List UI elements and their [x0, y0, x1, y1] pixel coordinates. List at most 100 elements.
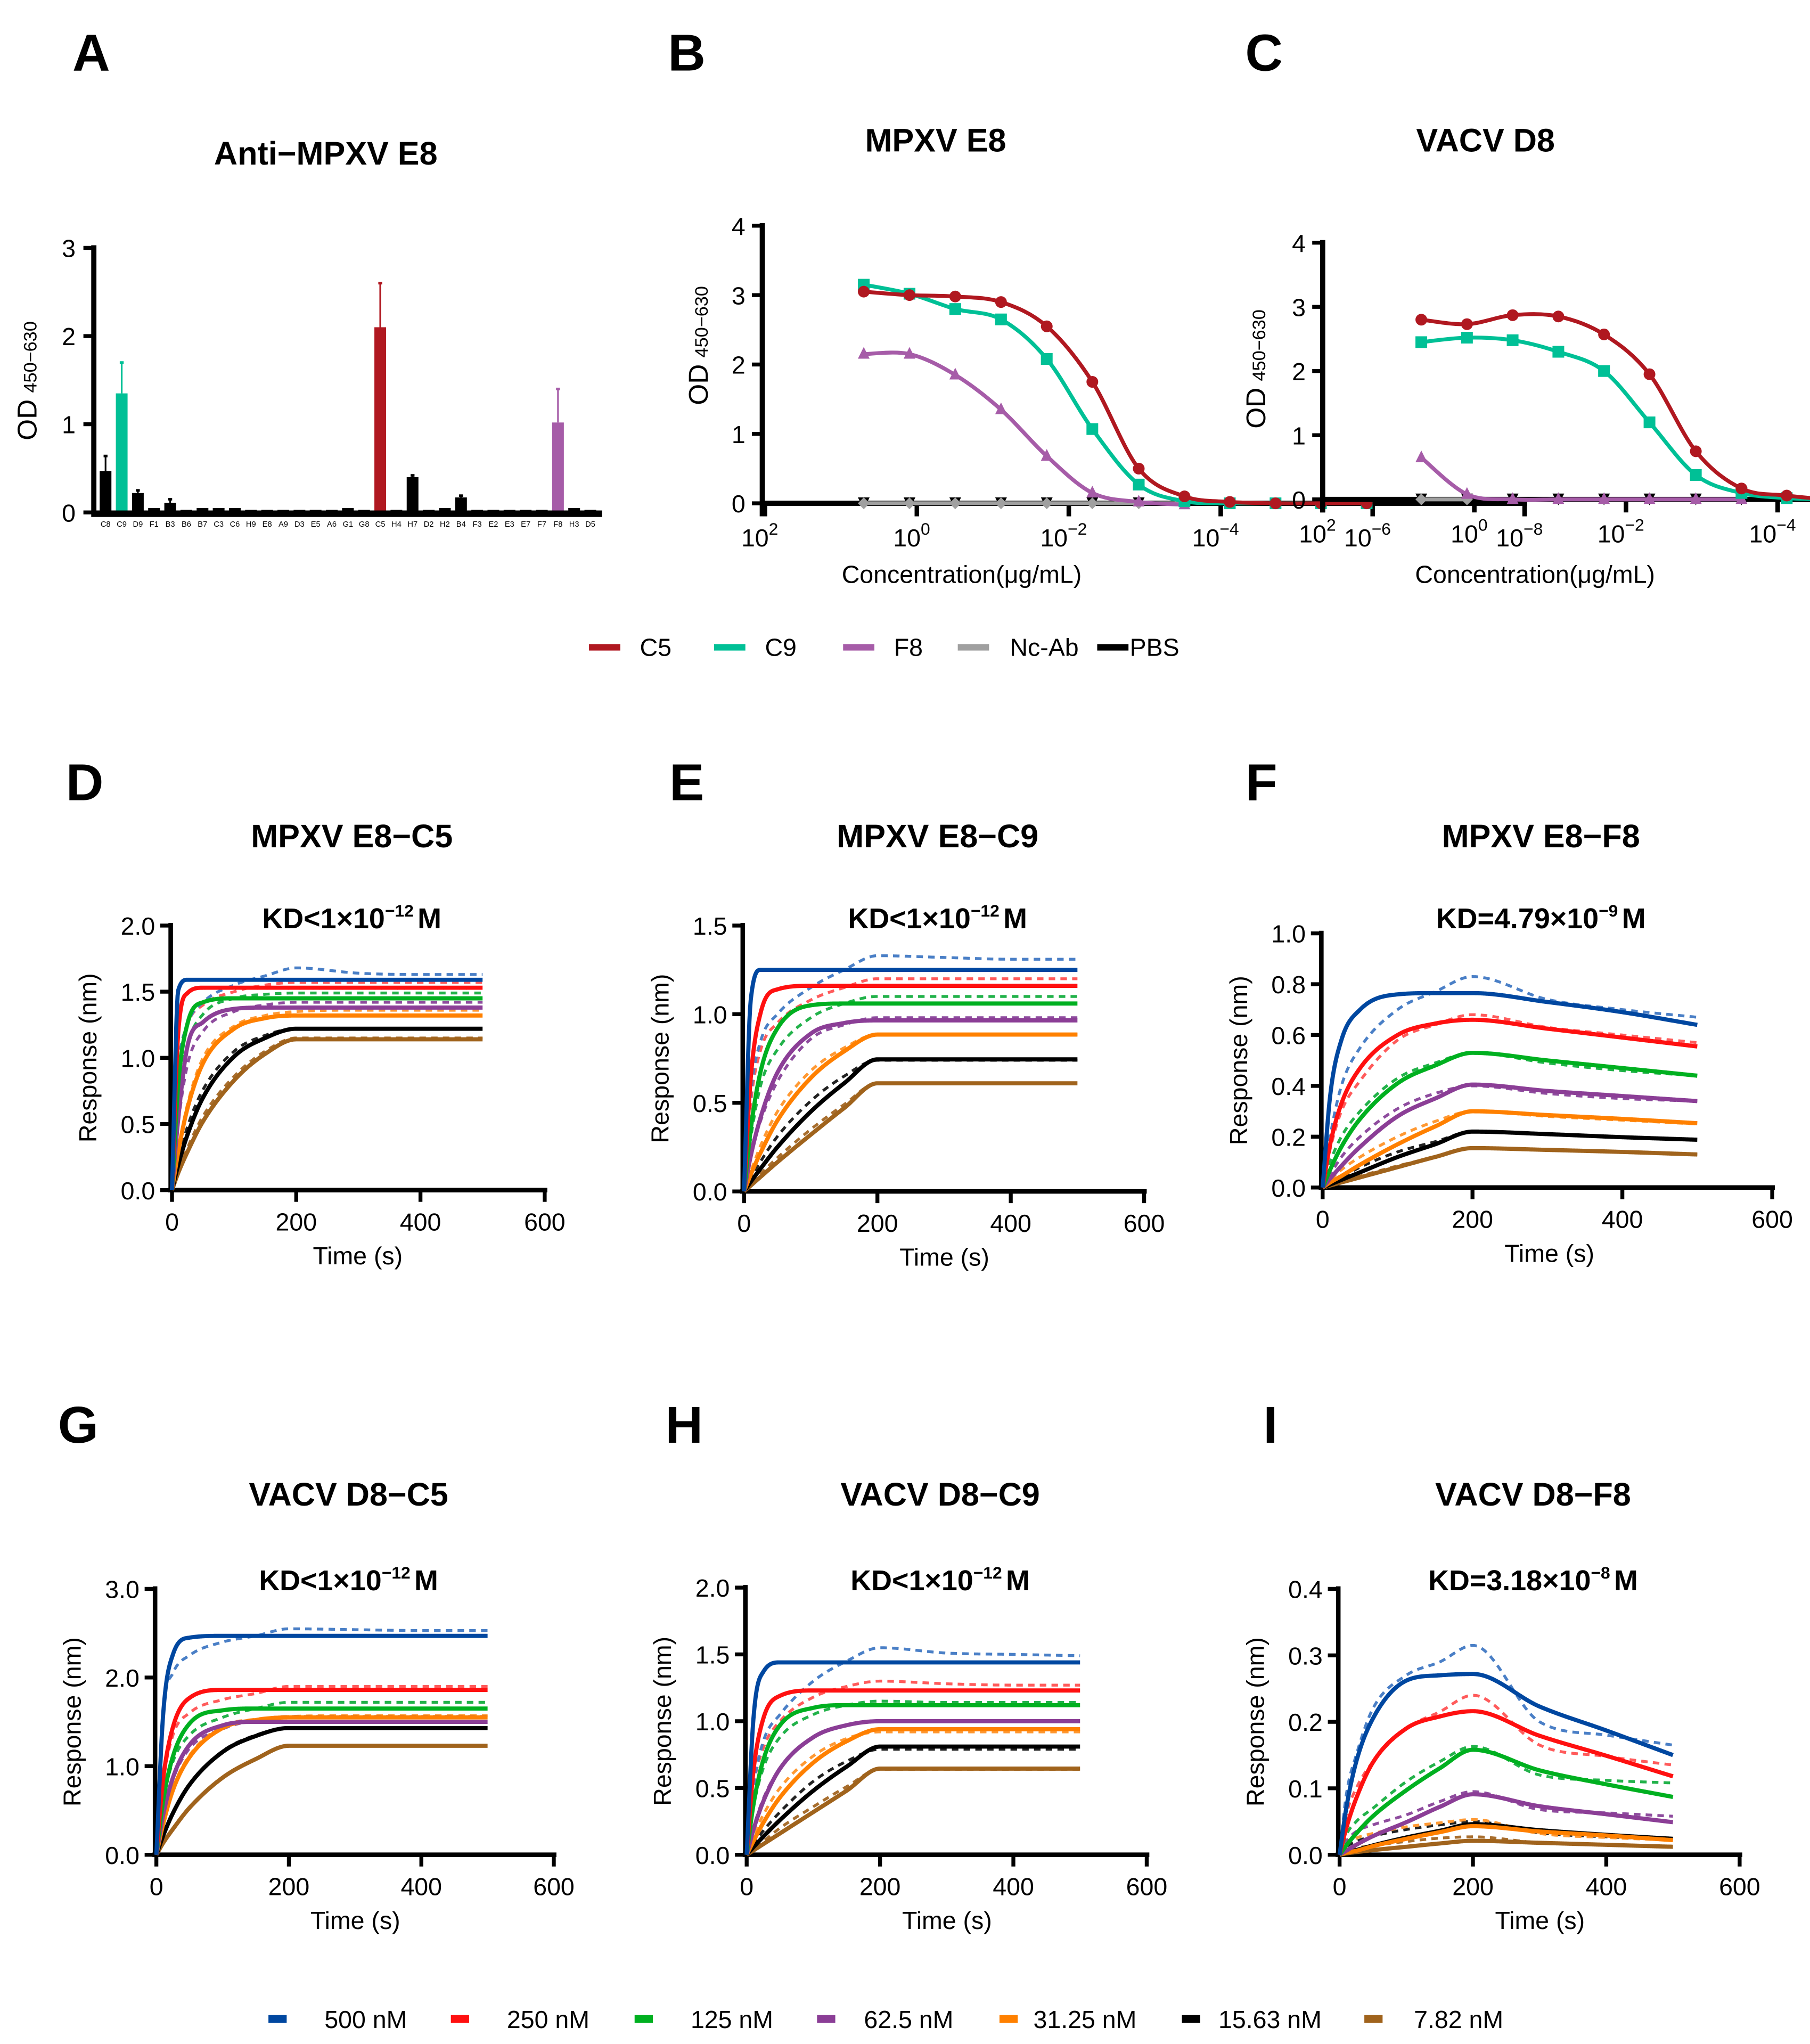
tick-base: 10 [1749, 520, 1777, 547]
legend-item: 31.25 nM [999, 2006, 1136, 2033]
data-point [1178, 490, 1191, 503]
fit-curve [154, 1720, 489, 1855]
x-tick-label: H3 [569, 520, 579, 529]
kd-prefix: KD=4.79×10 [1436, 903, 1599, 935]
series-31_25-nM [170, 1009, 483, 1191]
chart-title: MPXV E8−F8 [1442, 818, 1640, 854]
x-tick-label: 600 [1719, 1873, 1760, 1901]
kd-prefix: KD<1×10 [259, 1565, 381, 1597]
kd-unit: M [1614, 1565, 1638, 1597]
kd-annotation: KD<1×10−12 M [848, 901, 1027, 935]
series-c5 [1415, 309, 1810, 502]
measured-trace [154, 1685, 488, 1855]
x-tick-label: A9 [279, 520, 288, 529]
measured-trace [742, 954, 1078, 1192]
measured-trace [154, 1700, 488, 1855]
data-point [949, 367, 961, 380]
tick-exponent: 0 [921, 519, 930, 538]
y-tick-label: 0.0 [1288, 1842, 1323, 1869]
y-tick-label: 0.5 [695, 1775, 730, 1802]
series-125-nM [170, 991, 483, 1190]
fit-curve [1320, 1017, 1699, 1188]
fit-curve [1320, 991, 1699, 1188]
legend-label: C5 [640, 633, 671, 661]
tick-exponent: −6 [1372, 519, 1391, 538]
y-axis-label-text: OD 450−630 [1240, 309, 1271, 429]
x-tick-label: C6 [230, 520, 240, 529]
data-point [1041, 448, 1053, 461]
legend-swatch [634, 2015, 653, 2023]
y-tick-label: 1.5 [695, 1641, 730, 1669]
kd-prefix: KD<1×10 [848, 903, 970, 935]
fit-curve [154, 1744, 489, 1856]
x-tick-label: 600 [1124, 1209, 1165, 1237]
panel-h: VACV D8−C9 KD<1×10−12 M 0.0 0.5 1.0 1.5 2.0 0 200… [649, 1476, 1167, 1934]
y-tick-label: 0.4 [1288, 1576, 1323, 1604]
y-tick-label: 0.0 [695, 1842, 730, 1869]
fit-curve [1337, 1709, 1675, 1855]
x-tick-label: 0 [150, 1873, 163, 1901]
x-axis-label: Time (s) [902, 1907, 992, 1934]
fit-curve [1338, 1792, 1675, 1857]
x-tick-label: 400 [1586, 1873, 1627, 1901]
fit-curve [1338, 1824, 1675, 1857]
tick-base: 10 [1598, 520, 1625, 547]
kd-annotation: KD<1×10−12 M [259, 1563, 438, 1597]
bar [228, 508, 241, 513]
x-tick-label: F3 [473, 520, 482, 529]
tick-base: 10 [1496, 524, 1524, 552]
data-point [1552, 310, 1565, 323]
series-500-nM [154, 1627, 488, 1855]
y-axis-label: OD 450−630 [12, 321, 43, 440]
x-tick-label: F1 [150, 520, 159, 529]
tick-base: 10 [1040, 524, 1068, 552]
measured-trace [745, 1699, 1080, 1855]
data-point [1041, 353, 1053, 365]
x-tick-label: D5 [585, 520, 595, 529]
chart-title: VACV D8−C9 [840, 1476, 1039, 1512]
x-tick-label: G1 [343, 520, 354, 529]
series-250-nM [1321, 1013, 1698, 1188]
series-250-nM [745, 1679, 1080, 1855]
y-label-sub: 450−630 [692, 286, 712, 357]
panel-label: F [1246, 753, 1277, 812]
x-tick-label: 600 [524, 1208, 566, 1236]
y-axis-label-text: Response (nm) [646, 974, 674, 1143]
tick-exponent: 2 [769, 519, 779, 538]
x-tick-label: F7 [537, 520, 546, 529]
series-31_25-nM [745, 1730, 1080, 1855]
fit-curve [742, 1081, 1079, 1193]
y-tick-label: 0.8 [1271, 971, 1306, 999]
data-point [1735, 483, 1748, 495]
fit-curve [170, 1026, 484, 1191]
fit-curve [1338, 1747, 1675, 1856]
bar [100, 471, 112, 513]
data-point [1552, 492, 1565, 504]
x-axis-label: Time (s) [313, 1242, 403, 1270]
series-line [863, 350, 1185, 507]
measured-trace [1321, 1013, 1698, 1188]
legend-item: 7.82 nM [1364, 2006, 1503, 2033]
fit-curve [742, 1032, 1079, 1192]
bar [116, 393, 128, 513]
legend-label: 250 nM [507, 2006, 589, 2033]
x-tick-label: 200 [1452, 1873, 1494, 1901]
bar [406, 477, 419, 513]
x-tick-label: 600 [1751, 1206, 1793, 1233]
x-tick-label: D9 [133, 520, 143, 529]
tick-exponent: −4 [1776, 515, 1796, 534]
series-125-nM [742, 995, 1078, 1192]
legend-swatch [1182, 2015, 1200, 2023]
legend-label: 7.82 nM [1414, 2006, 1503, 2033]
y-axis-label: Response (nm) [59, 1637, 86, 1806]
panel-label: I [1263, 1395, 1277, 1454]
data-point [1086, 486, 1099, 498]
y-axis-label: OD 450−630 [683, 286, 714, 405]
bar [342, 508, 354, 513]
tick-base: 10 [1192, 524, 1220, 552]
bar [455, 497, 467, 513]
x-tick-label: 0 [165, 1208, 179, 1236]
data-point [1270, 497, 1282, 510]
fit-curve [170, 985, 484, 1190]
